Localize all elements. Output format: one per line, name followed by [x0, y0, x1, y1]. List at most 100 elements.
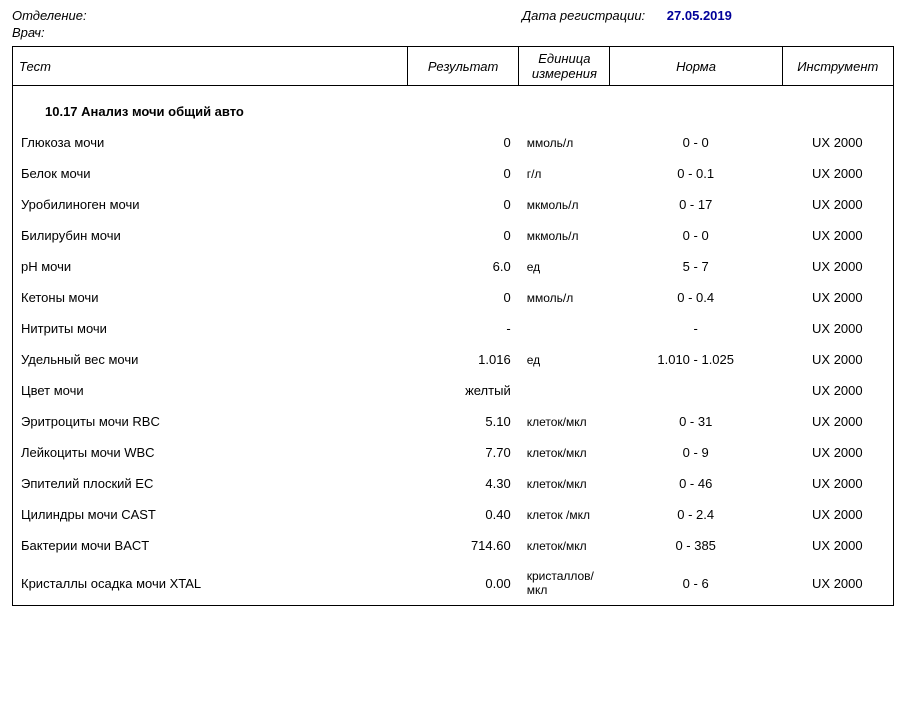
result-value: 4.30 [407, 468, 518, 499]
result-value: 0 [407, 158, 518, 189]
header-row-1: Отделение: Дата регистрации: 27.05.2019 [12, 8, 894, 23]
unit-value: кристаллов/мкл [519, 561, 610, 605]
instrument-value: UX 2000 [782, 282, 893, 313]
test-name: Лейкоциты мочи WBC [13, 437, 407, 468]
unit-value: клеток/мкл [519, 468, 610, 499]
result-value: 714.60 [407, 530, 518, 561]
table-row: Цилиндры мочи CAST0.40клеток /мкл0 - 2.4… [13, 499, 893, 530]
test-name: Бактерии мочи BACT [13, 530, 407, 561]
table-row: Удельный вес мочи1.016ед1.010 - 1.025UX … [13, 344, 893, 375]
unit-value: клеток/мкл [519, 406, 610, 437]
norm-value [610, 375, 782, 406]
norm-value: 0 - 0.1 [610, 158, 782, 189]
instrument-value: UX 2000 [782, 530, 893, 561]
col-result: Результат [407, 47, 518, 86]
reg-date-value: 27.05.2019 [667, 8, 732, 23]
table-row: Эпителий плоский EC4.30клеток/мкл0 - 46U… [13, 468, 893, 499]
result-value: 1.016 [407, 344, 518, 375]
table-row: Глюкоза мочи0ммоль/л0 - 0UX 2000 [13, 127, 893, 158]
instrument-value: UX 2000 [782, 344, 893, 375]
instrument-value: UX 2000 [782, 158, 893, 189]
norm-value: 0 - 17 [610, 189, 782, 220]
results-inner: 10.17 Анализ мочи общий авто Глюкоза моч… [13, 86, 893, 605]
test-name: Цвет мочи [13, 375, 407, 406]
section-title: 10.17 Анализ мочи общий авто [13, 86, 893, 127]
norm-value: 0 - 6 [610, 561, 782, 605]
table-row: Уробилиноген мочи0мкмоль/л0 - 17UX 2000 [13, 189, 893, 220]
test-name: Кетоны мочи [13, 282, 407, 313]
reg-date-block: Дата регистрации: 27.05.2019 [522, 8, 732, 23]
result-value: 6.0 [407, 251, 518, 282]
result-value: 0.00 [407, 561, 518, 605]
unit-value: г/л [519, 158, 610, 189]
instrument-value: UX 2000 [782, 127, 893, 158]
col-test: Тест [13, 47, 408, 86]
test-name: Удельный вес мочи [13, 344, 407, 375]
instrument-value: UX 2000 [782, 561, 893, 605]
result-value: 0 [407, 127, 518, 158]
test-name: Эпителий плоский EC [13, 468, 407, 499]
col-unit: Единица измерения [519, 47, 610, 86]
table-row: Лейкоциты мочи WBC7.70клеток/мкл0 - 9UX … [13, 437, 893, 468]
test-name: Глюкоза мочи [13, 127, 407, 158]
unit-value: ед [519, 251, 610, 282]
table-row: Цвет мочижелтый UX 2000 [13, 375, 893, 406]
instrument-value: UX 2000 [782, 468, 893, 499]
norm-value: - [610, 313, 782, 344]
reg-date-label: Дата регистрации: [522, 8, 645, 23]
test-name: Кристаллы осадка мочи XTAL [13, 561, 407, 605]
unit-value: ед [519, 344, 610, 375]
instrument-value: UX 2000 [782, 189, 893, 220]
norm-value: 0 - 0.4 [610, 282, 782, 313]
result-value: желтый [407, 375, 518, 406]
norm-value: 0 - 9 [610, 437, 782, 468]
col-norm: Норма [610, 47, 782, 86]
norm-value: 1.010 - 1.025 [610, 344, 782, 375]
table-row: Эритроциты мочи RBC5.10клеток/мкл0 - 31U… [13, 406, 893, 437]
test-name: Эритроциты мочи RBC [13, 406, 407, 437]
instrument-value: UX 2000 [782, 220, 893, 251]
norm-value: 0 - 31 [610, 406, 782, 437]
test-name: Нитриты мочи [13, 313, 407, 344]
instrument-value: UX 2000 [782, 313, 893, 344]
norm-value: 0 - 0 [610, 127, 782, 158]
instrument-value: UX 2000 [782, 406, 893, 437]
test-name: Цилиндры мочи CAST [13, 499, 407, 530]
result-value: - [407, 313, 518, 344]
table-row: Белок мочи0г/л0 - 0.1UX 2000 [13, 158, 893, 189]
header-row-2: Врач: [12, 25, 894, 40]
instrument-value: UX 2000 [782, 499, 893, 530]
norm-value: 0 - 0 [610, 220, 782, 251]
table-row: pH мочи6.0ед5 - 7UX 2000 [13, 251, 893, 282]
unit-value: мкмоль/л [519, 220, 610, 251]
instrument-value: UX 2000 [782, 375, 893, 406]
norm-value: 0 - 2.4 [610, 499, 782, 530]
table-row: Кетоны мочи0ммоль/л0 - 0.4UX 2000 [13, 282, 893, 313]
unit-value [519, 313, 610, 344]
col-instrument: Инструмент [782, 47, 893, 86]
result-value: 7.70 [407, 437, 518, 468]
norm-value: 0 - 385 [610, 530, 782, 561]
result-value: 0 [407, 282, 518, 313]
instrument-value: UX 2000 [782, 437, 893, 468]
unit-value: мкмоль/л [519, 189, 610, 220]
norm-value: 5 - 7 [610, 251, 782, 282]
doctor-label: Врач: [12, 25, 522, 40]
result-value: 0 [407, 220, 518, 251]
result-value: 0.40 [407, 499, 518, 530]
section-row: 10.17 Анализ мочи общий авто [13, 86, 893, 127]
table-row: Кристаллы осадка мочи XTAL0.00кристаллов… [13, 561, 893, 605]
results-table: Тест Результат Единица измерения Норма И… [12, 46, 894, 606]
unit-value: клеток /мкл [519, 499, 610, 530]
result-value: 0 [407, 189, 518, 220]
instrument-value: UX 2000 [782, 251, 893, 282]
unit-value: клеток/мкл [519, 437, 610, 468]
result-value: 5.10 [407, 406, 518, 437]
dept-label: Отделение: [12, 8, 522, 23]
test-name: Белок мочи [13, 158, 407, 189]
unit-value [519, 375, 610, 406]
table-row: Билирубин мочи0мкмоль/л0 - 0UX 2000 [13, 220, 893, 251]
table-row: Нитриты мочи--UX 2000 [13, 313, 893, 344]
unit-value: ммоль/л [519, 127, 610, 158]
test-name: Билирубин мочи [13, 220, 407, 251]
